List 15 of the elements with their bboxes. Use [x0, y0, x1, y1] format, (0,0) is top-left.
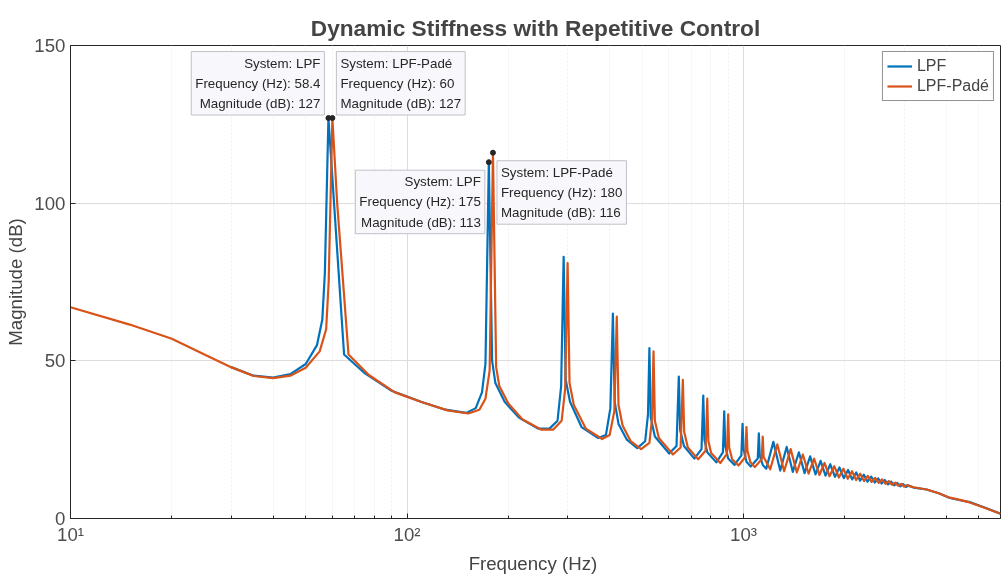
y-axis-title: Magnitude (dB) — [5, 218, 27, 346]
annotation: System: LPF-Padé Frequency (Hz): 180 Magnitude (dB): 116 — [500, 164, 623, 221]
y-tick-label: 100 — [34, 192, 66, 214]
legend-label: LPF — [916, 57, 947, 75]
x-axis-title: Frequency (Hz) — [468, 552, 598, 574]
x-tick-label: 10³ — [730, 523, 758, 545]
y-tick-label: 0 — [55, 508, 66, 529]
annotation: System: LPF-Padé Frequency (Hz): 60 Magnitude (dB): 127 — [340, 55, 462, 112]
legend-label: LPF-Padé — [916, 77, 989, 95]
y-tick-label: 50 — [44, 350, 66, 372]
y-tick-label: 150 — [34, 35, 66, 56]
x-tick-label: 10² — [393, 523, 421, 545]
annotation: System: LPF Frequency (Hz): 175 Magnitude (dB): 113 — [359, 174, 481, 230]
chart-title: Dynamic Stiffness with Repetitive Control — [310, 14, 761, 41]
annotation: System: LPF Frequency (Hz): 58.4 Magnitude (dB): 127 — [195, 55, 322, 112]
